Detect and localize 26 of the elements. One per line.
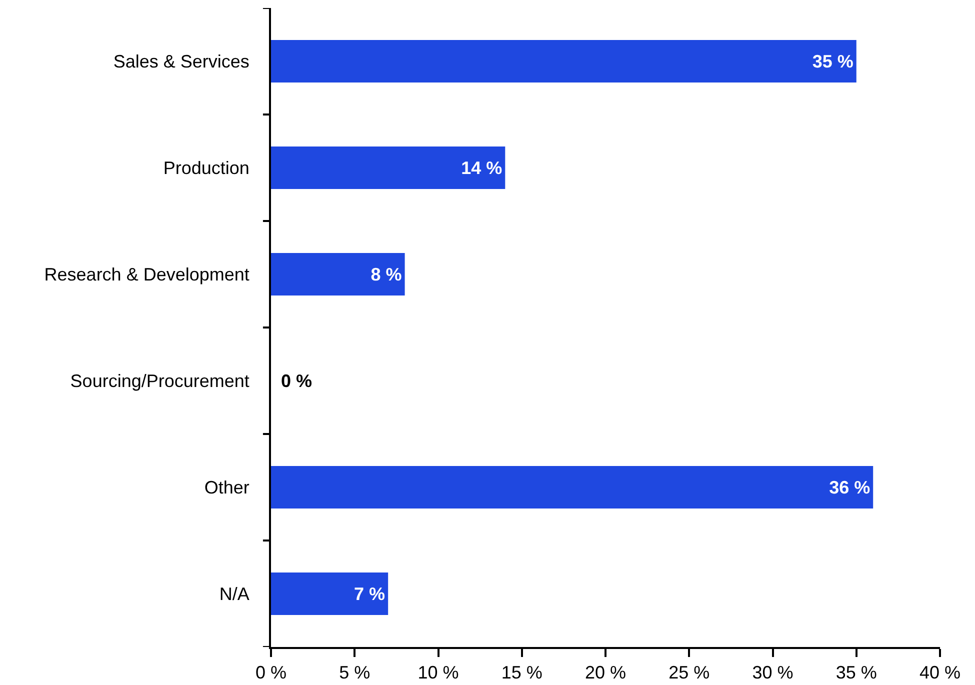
bar	[271, 146, 506, 190]
x-tick-label: 20 %	[584, 662, 626, 683]
y-tick-label: Sourcing/Procurement	[70, 371, 250, 392]
x-tick-label: 35 %	[836, 662, 877, 683]
data-label: 0 %	[281, 371, 312, 391]
x-tick-label: 30 %	[752, 662, 794, 683]
data-label: 36 %	[829, 477, 870, 498]
x-tick-label: 40 %	[919, 662, 961, 683]
x-tick-label: 0 %	[255, 662, 287, 683]
y-tick-label: Other	[204, 478, 250, 498]
x-tick-label: 5 %	[339, 662, 370, 683]
bar	[271, 40, 856, 83]
y-tick-label: Sales & Services	[113, 52, 250, 72]
bar	[271, 572, 388, 616]
data-label: 8 %	[370, 264, 402, 284]
x-tick-label: 25 %	[668, 662, 710, 683]
y-tick-label: N/A	[219, 584, 250, 604]
data-label: 35 %	[812, 51, 854, 72]
data-label: 7 %	[354, 584, 386, 604]
x-tick-label: 15 %	[501, 662, 542, 683]
bar	[271, 252, 405, 296]
y-tick-label: Research & Development	[44, 264, 250, 285]
bar	[271, 466, 874, 509]
data-label: 14 %	[461, 158, 502, 178]
y-tick-label: Production	[163, 158, 250, 178]
x-tick-label: 10 %	[418, 662, 459, 683]
